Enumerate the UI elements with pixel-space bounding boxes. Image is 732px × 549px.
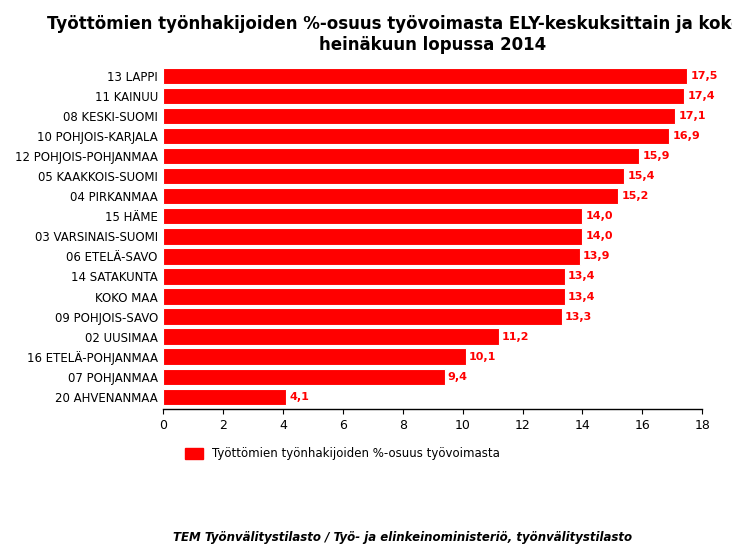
Text: 4,1: 4,1: [289, 392, 309, 402]
Bar: [163, 389, 286, 405]
Text: 14,0: 14,0: [586, 211, 613, 221]
Bar: [163, 88, 684, 104]
Text: 17,1: 17,1: [679, 111, 706, 121]
Bar: [163, 148, 639, 164]
Bar: [163, 328, 498, 345]
Bar: [163, 309, 561, 325]
Bar: [163, 248, 580, 265]
Text: 17,5: 17,5: [690, 71, 717, 81]
Text: 17,4: 17,4: [687, 91, 715, 101]
Legend: Työttömien työnhakijoiden %-osuus työvoimasta: Työttömien työnhakijoiden %-osuus työvoi…: [180, 442, 504, 465]
Text: 13,4: 13,4: [567, 271, 595, 282]
Bar: [163, 108, 676, 124]
Bar: [163, 288, 564, 305]
Bar: [163, 68, 687, 84]
Text: 13,9: 13,9: [583, 251, 610, 261]
Bar: [163, 188, 619, 204]
Text: 11,2: 11,2: [501, 332, 529, 341]
Text: 16,9: 16,9: [672, 131, 700, 141]
Text: 15,9: 15,9: [643, 151, 670, 161]
Bar: [163, 128, 669, 144]
Bar: [163, 349, 466, 365]
Text: 9,4: 9,4: [448, 372, 468, 382]
Text: 10,1: 10,1: [468, 352, 496, 362]
Bar: [163, 268, 564, 285]
Text: 13,4: 13,4: [567, 292, 595, 301]
Bar: [163, 208, 583, 225]
Text: 14,0: 14,0: [586, 231, 613, 242]
Text: 15,2: 15,2: [621, 191, 649, 201]
Bar: [163, 168, 624, 184]
Title: Työttömien työnhakijoiden %-osuus työvoimasta ELY-keskuksittain ja koko maassa
h: Työttömien työnhakijoiden %-osuus työvoi…: [47, 15, 732, 54]
Text: 15,4: 15,4: [627, 171, 655, 181]
Text: TEM Työnvälitystilasto / Työ- ja elinkeinoministeriö, työnvälitystilasto: TEM Työnvälitystilasto / Työ- ja elinkei…: [173, 530, 632, 544]
Bar: [163, 228, 583, 244]
Bar: [163, 368, 445, 385]
Text: 13,3: 13,3: [564, 312, 591, 322]
